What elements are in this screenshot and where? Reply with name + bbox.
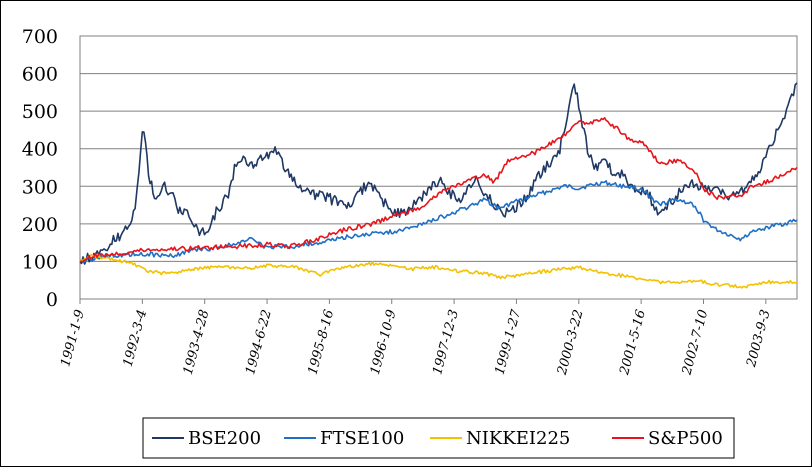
x-tick-label: 1996-10-9 xyxy=(368,308,400,376)
y-tick-label: 400 xyxy=(22,139,58,161)
x-tick-label: 1995-8-16 xyxy=(306,308,338,376)
x-tick-label: 1991-1-9 xyxy=(58,308,88,368)
x-tick-label: 2001-5-16 xyxy=(617,308,649,377)
y-tick-label: 100 xyxy=(22,251,58,273)
x-tick-label: 2002-7-10 xyxy=(679,308,711,377)
plot-area xyxy=(79,35,798,300)
gridlines xyxy=(80,35,797,262)
y-tick-label: 500 xyxy=(22,101,58,123)
x-tick-label: 1997-12-3 xyxy=(430,308,462,376)
y-tick-label: 600 xyxy=(22,64,58,86)
y-tick-label: 300 xyxy=(22,176,58,198)
x-tick-label: 1993-4-28 xyxy=(181,308,213,376)
y-axis-ticks: 0 100 200 300 400 500 600 700 xyxy=(22,26,58,311)
legend-label: NIKKEI225 xyxy=(466,428,570,449)
x-axis-ticks: 1991-1-9 1992-3-4 1993-4-28 1994-6-22 1995-8… xyxy=(58,299,774,377)
x-tick-label: 2003-9-3 xyxy=(744,308,774,369)
x-tick-label: 1994-6-22 xyxy=(243,308,275,376)
legend: BSE200 FTSE100 NIKKEI225 S&P500 xyxy=(142,417,735,459)
y-tick-label: 700 xyxy=(22,26,58,48)
y-tick-label: 200 xyxy=(22,214,58,236)
legend-label: FTSE100 xyxy=(320,428,404,449)
series-line-nikkei225 xyxy=(79,253,798,289)
y-tick-label: 0 xyxy=(46,289,58,311)
x-tick-label: 1999-1-27 xyxy=(493,307,525,376)
series-lines xyxy=(79,82,798,289)
x-tick-label: 2000-3-22 xyxy=(555,308,587,377)
series-line-bse200 xyxy=(79,82,798,265)
x-tick-label: 1992-3-4 xyxy=(121,308,151,368)
legend-label: S&P500 xyxy=(648,428,723,449)
legend-label: BSE200 xyxy=(188,428,261,449)
series-line-sp500 xyxy=(79,117,798,263)
